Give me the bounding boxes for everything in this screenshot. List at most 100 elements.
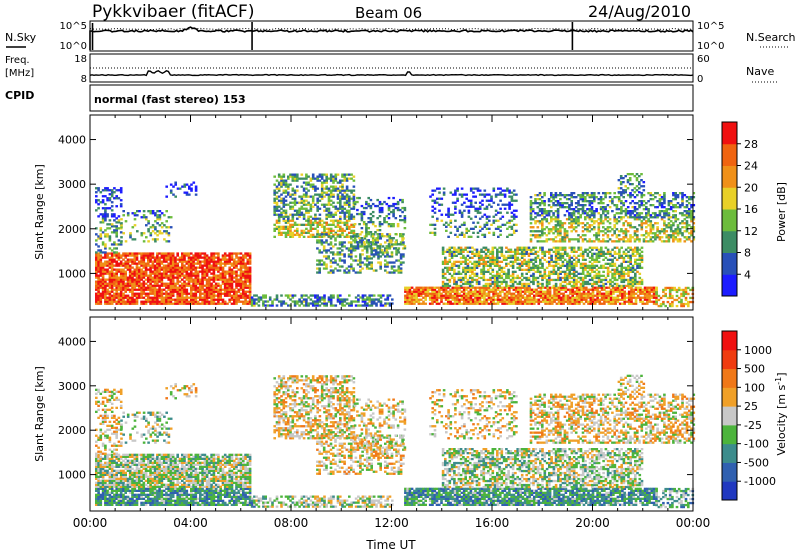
power-cell-1363 [235,252,238,255]
power-cell-3508 [508,286,511,289]
power-cell-2133 [291,235,295,238]
power-cell-600 [156,272,159,275]
power-cell-2452 [332,179,335,182]
power-cell-3781 [589,294,593,297]
power-cell-2348 [320,219,324,222]
power-cell-1427 [244,298,247,301]
power-cell-1347 [235,290,238,293]
power-cell-2804 [363,235,367,238]
power-cell-4290 [496,278,499,282]
power-cell-3203 [419,302,423,305]
power-cell-2673 [329,265,333,268]
power-cell-551 [151,280,155,283]
power-cell-724 [169,294,173,297]
power-cell-812 [178,300,182,303]
power-cell-1311 [230,278,234,281]
power-cell-1497 [95,227,98,230]
power-cell-1242 [223,294,227,297]
power-cell-3318 [453,290,457,293]
power-cell-4276 [493,282,497,286]
power-cell-1262 [226,302,229,305]
power-cell-373 [133,300,137,303]
power-cell-2931 [397,259,401,262]
power-cell-4320 [500,270,504,273]
power-cell-554 [151,272,155,275]
power-cell-2162 [293,197,297,200]
power-cell-623 [158,274,161,277]
power-cell-1953 [368,294,371,297]
power-cell-958 [192,264,195,267]
power-cell-3742 [578,296,581,299]
power-cell-564 [153,300,157,303]
power-cell-4379 [511,264,515,267]
power-cell-1426 [244,300,247,303]
power-cell-2189 [298,215,301,218]
power-cell-4243 [487,256,490,259]
power-cell-948 [192,288,195,291]
power-cell-3067 [380,206,384,210]
power-cell-669 [162,266,166,269]
power-cell-1212 [219,278,222,281]
power-cell-3022 [371,241,375,244]
power-cell-1643 [120,226,123,229]
power-cell-2194 [298,201,301,204]
power-cell-969 [194,292,198,295]
power-cell-1868 [316,304,319,307]
power-cell-1606 [113,187,116,190]
power-cell-955 [192,272,195,275]
power-cell-2469 [336,233,340,236]
power-cell-2959 [353,200,357,204]
power-cell-814 [178,296,182,299]
power-cell-766 [171,258,175,261]
power-cell-180 [113,298,116,301]
power-cell-3933 [637,288,640,291]
power-cell-4676 [568,268,571,271]
power-cell-2141 [291,213,295,216]
power-cell-4916 [613,272,617,275]
power-cell-4920 [613,262,617,265]
power-cell-1102 [208,286,211,289]
power-cell-3159 [406,290,409,293]
power-cell-2853 [377,255,380,258]
power-cell-616 [158,290,161,293]
power-cell-977 [194,276,198,279]
power-cell-3184 [413,292,416,295]
power-cell-4421 [520,272,524,275]
power-cell-4947 [620,280,623,284]
power-cell-1168 [214,286,218,289]
power-cell-52 [99,296,103,299]
power-cell-1593 [110,189,114,192]
power-cell-1395 [239,268,243,271]
power-cell-2917 [393,243,396,246]
power-cell-2575 [348,211,351,214]
power-cell-3352 [465,302,468,305]
power-cell-4921 [613,256,617,259]
power-cell-923 [190,292,193,295]
power-cell-1182 [217,300,220,303]
power-cell-3433 [485,286,489,289]
power-cell-244 [119,298,123,301]
power-cell-3825 [603,294,606,297]
power-cell-4909 [611,258,614,261]
power-cell-1530 [101,219,105,222]
power-cell-4735 [579,282,583,286]
power-cell-392 [133,252,137,255]
power-cell-4346 [505,256,508,259]
power-cell-4890 [609,282,612,286]
power-cell-3427 [485,302,489,305]
power-cell-4070 [455,282,458,286]
power-cell-367 [131,262,134,265]
power-cell-2566 [345,173,349,176]
power-cell-2478 [336,197,340,200]
power-cell-2982 [360,204,364,208]
power-cell-2100 [287,231,290,234]
power-cell-1708 [156,230,159,233]
power-cell-3658 [553,292,556,295]
power-cell-4633 [561,284,565,288]
power-cell-4720 [575,270,578,273]
power-cell-3335 [458,288,461,291]
power-cell-4651 [563,270,567,273]
power-cell-4256 [489,258,492,261]
power-cell-2206 [300,199,304,202]
power-cell-2536 [343,201,347,204]
